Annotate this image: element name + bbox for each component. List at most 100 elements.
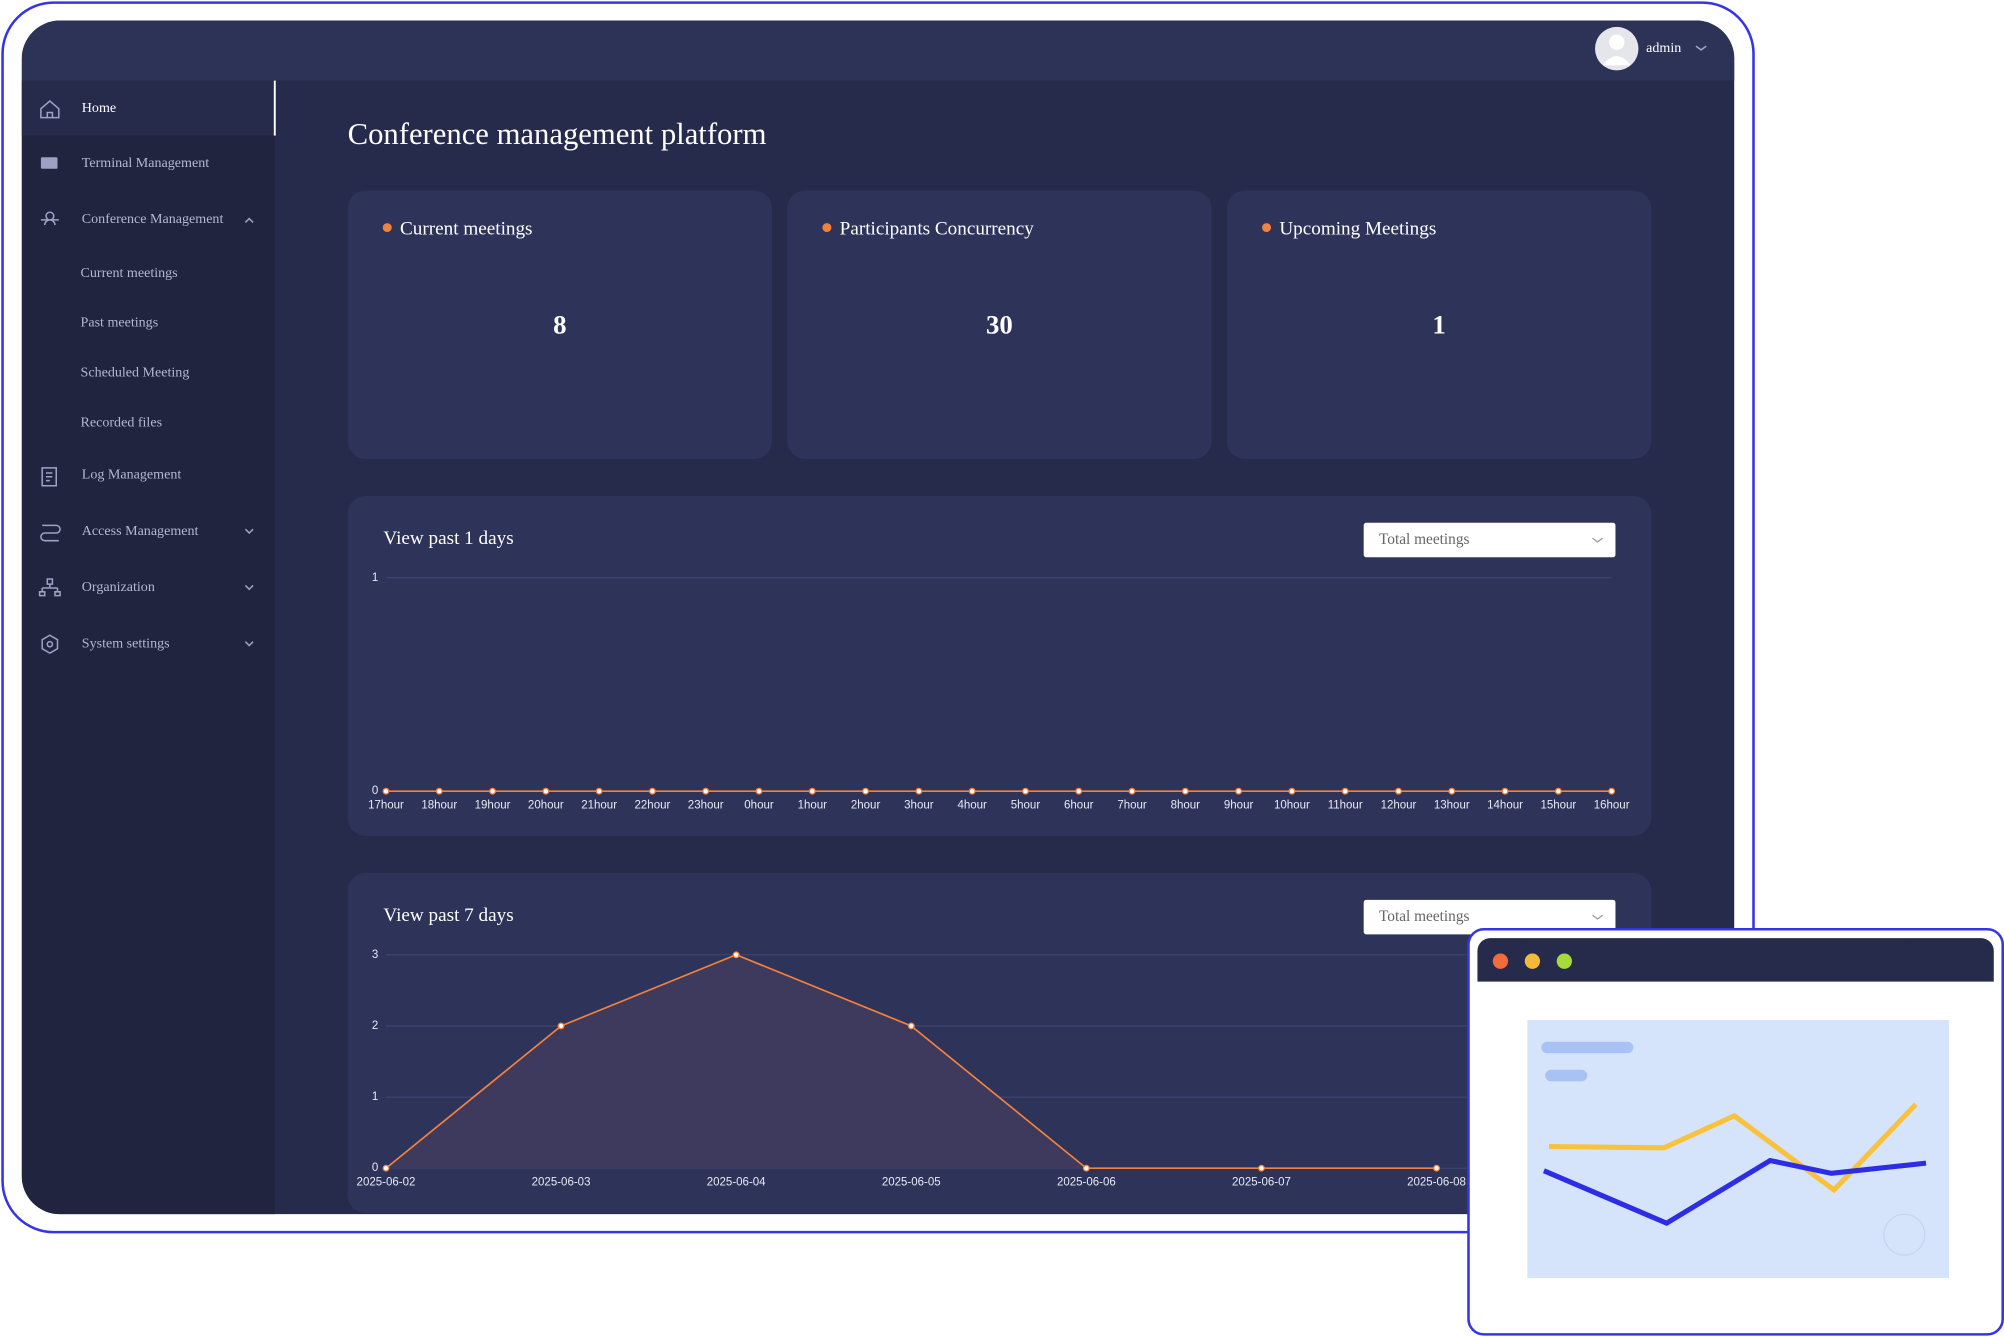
point	[1181, 787, 1189, 795]
chart-panel	[347, 495, 1652, 836]
nav-item[interactable]: Conference Management	[82, 211, 224, 227]
dropdown[interactable]	[1363, 899, 1616, 935]
placeholder-bar	[1541, 1041, 1634, 1054]
nav-item[interactable]: Log Management	[82, 467, 182, 483]
point	[1395, 787, 1402, 795]
chart-title: View past 7 days	[383, 905, 513, 926]
point	[1501, 787, 1509, 795]
user-chevron[interactable]	[1695, 45, 1707, 51]
avatar-head	[1609, 34, 1625, 50]
x-tick-label: 20hour	[528, 799, 564, 811]
point	[907, 1022, 915, 1030]
card-label: Current meetings	[400, 219, 532, 240]
placeholder-bar	[1545, 1069, 1588, 1082]
point	[968, 787, 976, 795]
nav-subitem[interactable]: Current meetings	[81, 265, 178, 281]
point	[862, 787, 870, 795]
card-value: 8	[553, 309, 566, 339]
point	[755, 787, 763, 795]
dropdown[interactable]	[1363, 522, 1616, 558]
x-tick-label: 6hour	[1064, 799, 1094, 811]
x-tick-label: 2025-06-04	[707, 1176, 766, 1188]
card-value: 1	[1432, 309, 1445, 339]
point	[557, 1022, 565, 1030]
page-title: Conference management platform	[348, 117, 767, 151]
point	[1341, 787, 1349, 795]
sidebar	[21, 80, 275, 1215]
y-tick-label: 1	[372, 1091, 378, 1103]
x-tick-label: 9hour	[1224, 799, 1254, 811]
nav-chevron[interactable]	[244, 641, 254, 647]
nav-chevron[interactable]	[244, 528, 254, 535]
nav-chevron[interactable]	[244, 217, 254, 223]
point	[1554, 787, 1562, 795]
icon-log	[41, 467, 58, 487]
icon-settings-dot	[46, 640, 54, 648]
illustration-window	[1467, 927, 2004, 1336]
x-tick-label: 2025-06-03	[532, 1176, 591, 1188]
dropdown-chevron[interactable]	[1592, 537, 1604, 543]
icon-conference	[40, 211, 59, 226]
nav-chevron[interactable]	[244, 584, 254, 591]
nav-item[interactable]: Access Management	[82, 523, 199, 539]
nav-subitem[interactable]: Past meetings	[81, 315, 159, 331]
y-tick-label: 3	[372, 949, 378, 961]
icon-terminal	[40, 157, 58, 169]
point	[382, 787, 390, 795]
x-tick-label: 21hour	[581, 799, 617, 811]
x-tick-label: 2025-06-02	[357, 1176, 416, 1188]
area	[385, 954, 1437, 1169]
stat-card	[347, 190, 772, 459]
nav-item[interactable]: Organization	[82, 579, 155, 595]
point	[702, 787, 710, 795]
point	[1128, 787, 1136, 795]
point	[1257, 1164, 1265, 1172]
nav-subitem[interactable]: Scheduled Meeting	[81, 364, 190, 380]
x-tick-label: 16hour	[1594, 799, 1630, 811]
stat-card	[787, 190, 1212, 459]
nav-active	[21, 80, 275, 136]
x-tick-label: 1hour	[798, 799, 828, 811]
point	[382, 1164, 390, 1172]
dropdown-label[interactable]: Total meetings	[1379, 531, 1469, 548]
x-tick-label: 3hour	[904, 799, 934, 811]
dropdown-chevron[interactable]	[1592, 914, 1604, 920]
icon-organization	[38, 578, 61, 597]
nav-item[interactable]: Home	[82, 100, 116, 116]
x-tick-label: 22hour	[635, 799, 671, 811]
x-tick-label: 12hour	[1381, 799, 1417, 811]
x-tick-label: 17hour	[368, 799, 404, 811]
cards: Current meetings 8 Participants Concurrenc…	[347, 190, 1652, 459]
window-dot	[1524, 953, 1541, 969]
x-tick-label: 23hour	[688, 799, 724, 811]
y-tick-label: 0	[372, 785, 378, 797]
point	[542, 787, 550, 795]
nav-item[interactable]: Terminal Management	[82, 155, 209, 171]
point	[648, 787, 656, 795]
nav-subitem[interactable]: Recorded files	[81, 414, 163, 430]
decor-circle	[1883, 1213, 1926, 1256]
nav-item[interactable]: System settings	[82, 635, 170, 651]
point	[595, 787, 603, 795]
x-tick-label: 2025-06-07	[1232, 1176, 1291, 1188]
card-dot	[382, 223, 392, 233]
dropdown-label[interactable]: Total meetings	[1379, 908, 1469, 925]
card-dot	[1262, 223, 1272, 233]
top-bar	[21, 20, 1735, 81]
x-tick-label: 4hour	[957, 799, 987, 811]
x-tick-label: 10hour	[1274, 799, 1310, 811]
point	[732, 951, 740, 959]
stat-card	[1226, 190, 1652, 459]
point	[489, 787, 497, 795]
user-name[interactable]: admin	[1646, 40, 1681, 56]
point	[1608, 787, 1616, 795]
point	[1448, 787, 1456, 795]
x-tick-label: 2025-06-08	[1407, 1176, 1466, 1188]
point	[435, 787, 443, 795]
x-tick-label: 2025-06-06	[1057, 1176, 1116, 1188]
x-tick-label: 5hour	[1011, 799, 1041, 811]
x-tick-label: 11hour	[1328, 799, 1363, 811]
x-tick-label: 0hour	[744, 799, 774, 811]
point	[808, 787, 816, 795]
